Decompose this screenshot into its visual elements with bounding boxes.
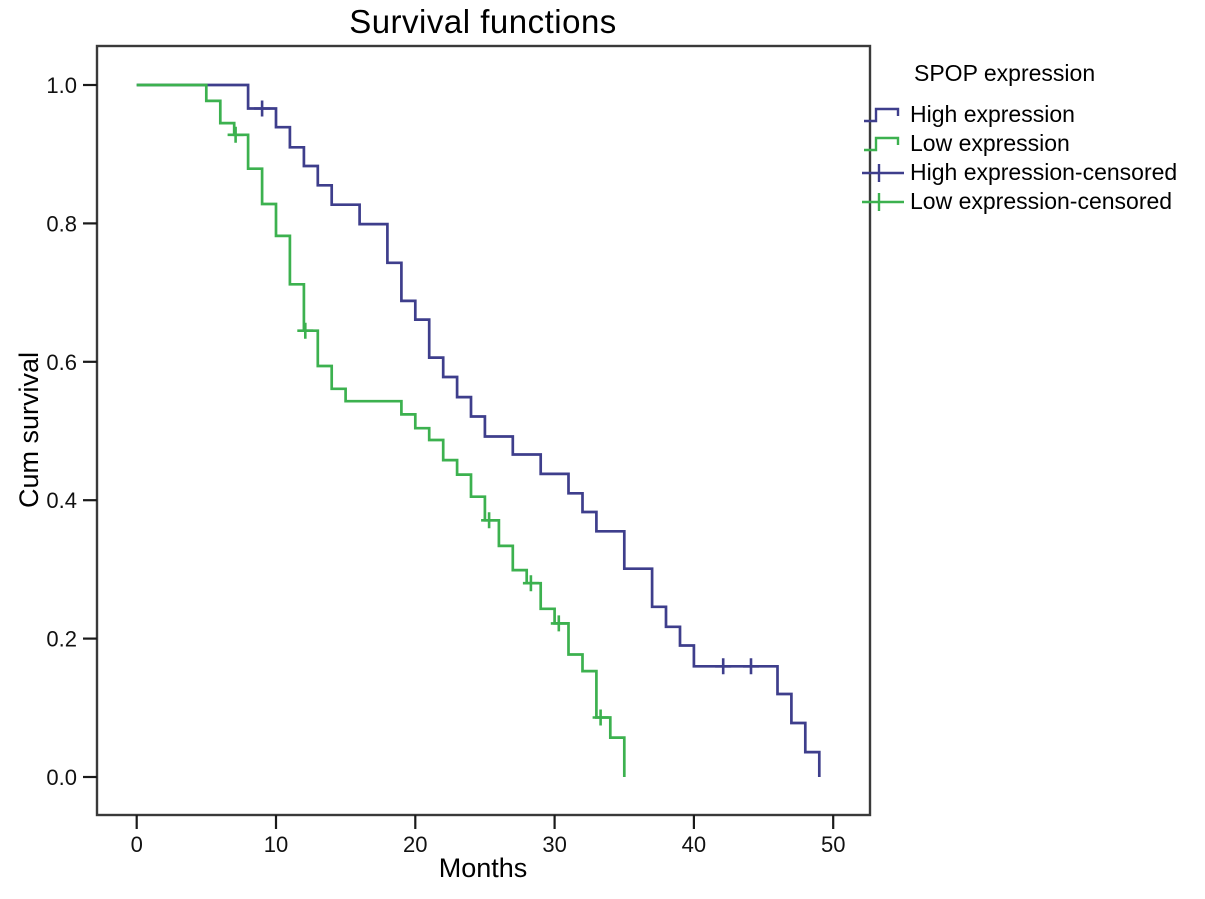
y-tick-label: 0.0 <box>46 765 77 790</box>
y-axis-title: Cum survival <box>14 351 44 509</box>
x-tick-label: 40 <box>682 832 706 857</box>
chart-title: Survival functions <box>349 3 617 40</box>
legend-label: Low expression-censored <box>910 188 1173 214</box>
legend-item-low-expression-censored: Low expression-censored <box>862 187 1202 216</box>
legend-label: High expression <box>910 101 1075 127</box>
y-tick-label: 0.2 <box>46 627 77 652</box>
censor-cross-glyph <box>862 163 904 182</box>
x-tick-label: 50 <box>821 832 845 857</box>
y-tick-label: 0.4 <box>46 488 77 513</box>
low-expression-curve <box>136 83 626 777</box>
y-tick-label: 0.6 <box>46 350 77 375</box>
legend-label: Low expression <box>910 130 1070 156</box>
legend-title: SPOP expression <box>914 60 1096 86</box>
legend-item-low-expression: Low expression <box>862 129 1202 158</box>
legend-item-high-expression: High expression <box>862 100 1202 129</box>
legend-item-high-expression-censored: High expression-censored <box>862 158 1202 187</box>
legend: SPOP expression High expression Low expr… <box>862 60 1202 216</box>
plot-frame <box>95 44 872 817</box>
x-tick-label: 30 <box>542 832 566 857</box>
x-tick-label: 20 <box>403 832 427 857</box>
y-tick-label: 0.8 <box>46 211 77 236</box>
step-line-glyph <box>864 107 900 122</box>
y-tick-label: 1.0 <box>46 73 77 98</box>
legend-label: High expression-censored <box>910 159 1178 185</box>
x-axis-title: Months <box>438 853 528 883</box>
x-tick-label: 10 <box>264 832 288 857</box>
high-censored-marks <box>254 100 759 675</box>
step-line-glyph <box>864 136 900 151</box>
x-tick-label: 0 <box>131 832 143 857</box>
censor-cross-glyph <box>862 192 904 211</box>
low-censored-marks <box>227 126 609 726</box>
high-expression-curve <box>136 83 821 777</box>
